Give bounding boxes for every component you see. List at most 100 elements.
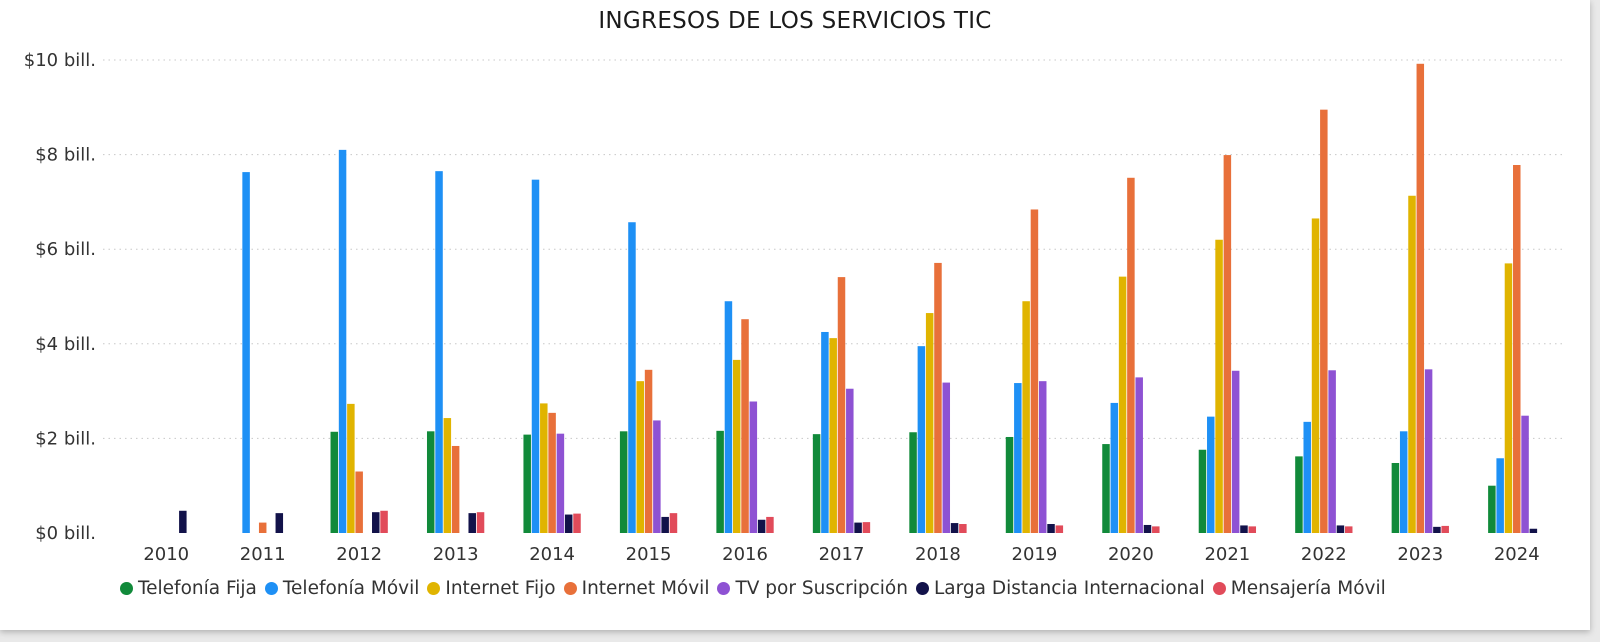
bar-internet-m-vil-2014 xyxy=(548,412,556,533)
legend-label: Internet Fijo xyxy=(445,578,556,599)
bar-mensajer-a-m-vil-2012 xyxy=(380,510,388,533)
bar-tv-por-suscripci-n-2022 xyxy=(1328,370,1336,533)
bar-telefon-a-fija-2020 xyxy=(1102,444,1110,533)
bar-larga-distancia-internacional-2020 xyxy=(1143,524,1152,533)
legend-label: Internet Móvil xyxy=(581,578,710,599)
bar-internet-m-vil-2012 xyxy=(355,471,363,533)
bar-internet-fijo-2024 xyxy=(1504,263,1513,533)
bar-telefon-a-fija-2015 xyxy=(619,431,628,533)
bar-mensajer-a-m-vil-2016 xyxy=(766,516,774,533)
bar-mensajer-a-m-vil-2022 xyxy=(1344,526,1353,533)
bar-internet-m-vil-2015 xyxy=(644,369,653,533)
chart-title: INGRESOS DE LOS SERVICIOS TIC xyxy=(598,8,992,34)
y-tick-label: $10 bill. xyxy=(24,50,96,71)
bar-internet-fijo-2023 xyxy=(1408,195,1416,533)
bar-internet-fijo-2018 xyxy=(925,313,934,533)
bar-telefon-a-fija-2017 xyxy=(812,434,821,533)
bar-telefon-a-m-vil-2018 xyxy=(917,346,926,533)
bar-telefon-a-fija-2022 xyxy=(1295,456,1303,533)
bar-telefon-a-fija-2012 xyxy=(330,431,339,533)
bar-telefon-a-m-vil-2017 xyxy=(821,331,829,533)
bar-internet-fijo-2013 xyxy=(443,418,452,533)
bar-mensajer-a-m-vil-2013 xyxy=(476,512,485,533)
bar-tv-por-suscripci-n-2023 xyxy=(1424,369,1433,533)
bar-larga-distancia-internacional-2013 xyxy=(468,513,476,533)
bar-internet-m-vil-2017 xyxy=(837,277,846,533)
bar-internet-m-vil-2016 xyxy=(741,319,749,533)
bar-internet-fijo-2017 xyxy=(829,338,837,533)
bar-internet-m-vil-2013 xyxy=(451,445,460,533)
bar-telefon-a-fija-2014 xyxy=(523,434,531,533)
bar-internet-m-vil-2011 xyxy=(258,522,267,533)
bar-tv-por-suscripci-n-2016 xyxy=(749,401,758,533)
bar-internet-fijo-2015 xyxy=(636,381,645,533)
bar-larga-distancia-internacional-2018 xyxy=(950,523,959,533)
x-tick-label: 2016 xyxy=(722,544,768,565)
x-tick-label: 2010 xyxy=(143,544,189,565)
bar-telefon-a-m-vil-2013 xyxy=(435,171,443,533)
bar-tv-por-suscripci-n-2020 xyxy=(1135,377,1143,533)
chart-legend: Telefonía Fija Telefonía Móvil Internet Fi… xyxy=(120,578,1394,599)
bar-larga-distancia-internacional-2011 xyxy=(275,513,284,533)
x-tick-label: 2018 xyxy=(915,544,961,565)
legend-label: Mensajería Móvil xyxy=(1230,578,1386,599)
bar-telefon-a-m-vil-2016 xyxy=(724,301,733,533)
legend-marker-icon xyxy=(264,582,278,595)
legend-marker-icon xyxy=(717,582,731,595)
x-tick-label: 2015 xyxy=(626,544,672,565)
legend-item[interactable]: Internet Móvil xyxy=(563,578,710,599)
bar-telefon-a-fija-2023 xyxy=(1391,462,1400,533)
y-tick-label: $2 bill. xyxy=(35,428,96,449)
legend-label: Larga Distancia Internacional xyxy=(933,578,1205,599)
x-tick-label: 2014 xyxy=(529,544,575,565)
x-tick-label: 2021 xyxy=(1204,544,1250,565)
legend-item[interactable]: Internet Fijo xyxy=(427,578,556,599)
legend-item[interactable]: TV por Suscripción xyxy=(717,578,908,599)
bar-internet-m-vil-2024 xyxy=(1513,165,1521,534)
x-tick-label: 2023 xyxy=(1397,544,1443,565)
bar-telefon-a-fija-2019 xyxy=(1005,436,1014,533)
bar-larga-distancia-internacional-2019 xyxy=(1047,524,1055,533)
legend-item[interactable]: Mensajería Móvil xyxy=(1212,578,1386,599)
legend-label: Telefonía Fija xyxy=(138,578,257,599)
legend-marker-icon xyxy=(563,582,577,595)
y-tick-label: $0 bill. xyxy=(35,523,96,544)
bar-tv-por-suscripci-n-2014 xyxy=(556,433,565,533)
bar-telefon-a-m-vil-2023 xyxy=(1399,431,1408,533)
bar-telefon-a-fija-2021 xyxy=(1198,449,1207,533)
bar-tv-por-suscripci-n-2021 xyxy=(1231,370,1240,533)
bar-mensajer-a-m-vil-2017 xyxy=(862,522,871,533)
bar-telefon-a-m-vil-2020 xyxy=(1110,402,1119,533)
bar-mensajer-a-m-vil-2015 xyxy=(669,513,678,533)
bar-larga-distancia-internacional-2022 xyxy=(1336,525,1345,533)
chart-plot: $0 bill. $2 bill. $4 bill. $6 bill. $8 bill.… xyxy=(24,50,1565,565)
bar-telefon-a-m-vil-2021 xyxy=(1207,416,1215,533)
bar-telefon-a-m-vil-2011 xyxy=(242,172,250,533)
bar-tv-por-suscripci-n-2017 xyxy=(846,388,854,533)
bar-mensajer-a-m-vil-2023 xyxy=(1441,525,1449,533)
y-tick-label: $6 bill. xyxy=(35,239,96,260)
legend-item[interactable]: Telefonía Móvil xyxy=(264,578,420,599)
bar-internet-m-vil-2019 xyxy=(1030,209,1039,533)
legend-marker-icon xyxy=(427,582,441,595)
bar-larga-distancia-internacional-2012 xyxy=(372,512,380,533)
bar-larga-distancia-internacional-2017 xyxy=(854,522,862,533)
bar-larga-distancia-internacional-2023 xyxy=(1433,526,1441,533)
bar-larga-distancia-internacional-2016 xyxy=(757,519,766,533)
bar-telefon-a-m-vil-2014 xyxy=(531,179,540,533)
bar-internet-m-vil-2023 xyxy=(1416,63,1425,534)
legend-item[interactable]: Telefonía Fija xyxy=(120,578,257,599)
legend-item[interactable]: Larga Distancia Internacional xyxy=(915,578,1205,599)
bar-tv-por-suscripci-n-2018 xyxy=(942,382,951,533)
bar-telefon-a-fija-2013 xyxy=(426,431,435,533)
bar-internet-fijo-2016 xyxy=(732,359,741,533)
bar-larga-distancia-internacional-2014 xyxy=(564,514,573,533)
bar-telefon-a-m-vil-2012 xyxy=(338,149,347,533)
x-tick-label: 2019 xyxy=(1012,544,1058,565)
bar-telefon-a-m-vil-2024 xyxy=(1496,458,1504,533)
bar-mensajer-a-m-vil-2021 xyxy=(1248,526,1257,533)
legend-label: Telefonía Móvil xyxy=(282,578,420,599)
bar-internet-m-vil-2022 xyxy=(1320,109,1328,533)
x-tick-label: 2011 xyxy=(240,544,286,565)
y-tick-label: $4 bill. xyxy=(35,334,96,355)
